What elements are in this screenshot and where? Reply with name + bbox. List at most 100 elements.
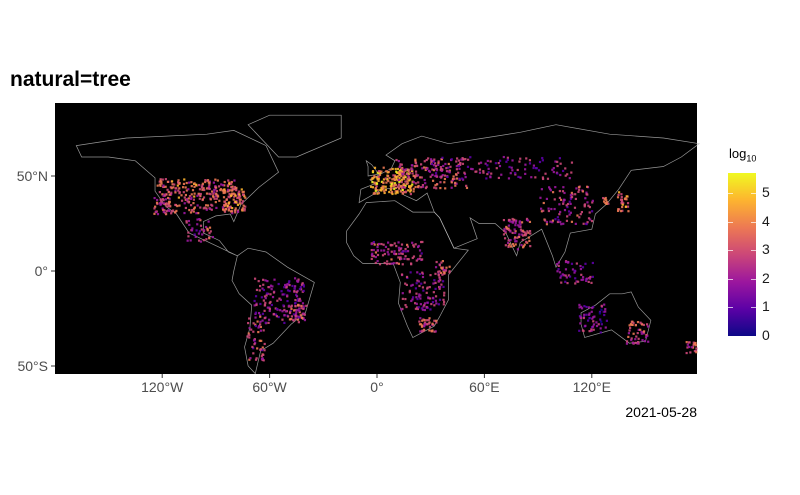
heat-cell — [412, 244, 415, 247]
heat-cell — [408, 185, 411, 188]
heat-cell — [632, 332, 635, 335]
heat-cell — [178, 191, 181, 194]
heat-cell — [438, 270, 441, 273]
heat-cell — [298, 297, 301, 301]
heat-cell — [197, 211, 200, 215]
heat-cell — [418, 257, 421, 260]
y-tick-label: 50°N — [17, 168, 48, 184]
heat-cell — [590, 219, 594, 223]
heat-cell — [591, 201, 594, 204]
heat-cell — [230, 186, 233, 189]
heat-cell — [586, 185, 589, 188]
heat-cell — [242, 193, 245, 196]
heat-cell — [226, 204, 229, 208]
heat-cell — [398, 176, 401, 180]
heat-cell — [372, 248, 375, 252]
heat-cell — [556, 263, 559, 266]
heat-cell — [541, 156, 544, 160]
heat-cell — [390, 258, 393, 261]
y-tick-label: 0° — [35, 263, 48, 279]
heat-cell — [208, 192, 211, 195]
heat-cell — [254, 323, 257, 326]
heat-cell — [199, 224, 203, 227]
heat-cell — [582, 222, 585, 225]
heat-cell — [397, 160, 400, 163]
heat-cell — [261, 357, 264, 360]
heat-cell — [580, 273, 583, 276]
heat-cell — [390, 186, 393, 189]
heat-cell — [444, 187, 447, 190]
heat-cell — [221, 208, 225, 211]
heat-cell — [231, 206, 234, 210]
heat-cell — [425, 319, 429, 322]
heat-cell — [295, 291, 298, 294]
heat-cell — [579, 264, 582, 268]
heat-cell — [401, 167, 404, 171]
heat-cell — [509, 230, 512, 233]
heat-cell — [203, 206, 206, 209]
heat-cell — [230, 192, 234, 195]
heat-cell — [203, 229, 206, 232]
heat-cell — [295, 312, 298, 315]
heat-cell — [192, 210, 195, 213]
heat-cell — [424, 321, 427, 324]
heat-cell — [605, 201, 609, 204]
heat-cell — [389, 184, 392, 188]
heat-cell — [538, 160, 542, 164]
heat-cell — [569, 202, 572, 205]
heat-cell — [244, 196, 247, 199]
heat-cell — [588, 317, 591, 320]
heat-cell — [288, 280, 291, 283]
heat-cell — [387, 179, 390, 183]
heat-cell — [296, 289, 299, 293]
heat-cell — [435, 183, 439, 186]
heat-cell — [161, 198, 164, 201]
heat-cell — [562, 200, 565, 203]
heat-cell — [263, 349, 266, 352]
heat-cell — [209, 230, 212, 233]
heat-cell — [234, 194, 237, 197]
heat-cell — [423, 319, 426, 322]
heat-cell — [471, 168, 474, 171]
heat-cell — [528, 159, 532, 162]
heat-cell — [461, 158, 464, 161]
heat-cell — [463, 171, 466, 174]
heat-cell — [441, 174, 444, 177]
heat-cell — [381, 188, 384, 191]
heat-cell — [263, 303, 267, 306]
heat-cell — [212, 195, 215, 198]
heat-cell — [507, 218, 511, 222]
heat-cell — [177, 196, 180, 199]
heat-cell — [568, 177, 571, 180]
heat-cell — [399, 185, 402, 188]
heat-cell — [414, 175, 417, 178]
axes: 120°W 60°W 0° 60°E 120°E 50°N 0° 50°S — [17, 168, 611, 395]
heat-cell — [689, 351, 692, 354]
heat-cell — [254, 316, 257, 319]
heat-cell — [207, 187, 210, 190]
heat-cell — [585, 313, 588, 316]
heat-cell — [490, 172, 493, 175]
heat-cell — [170, 212, 173, 215]
heat-cell — [469, 156, 472, 159]
heat-cell — [275, 307, 279, 311]
heat-cell — [498, 164, 502, 168]
heat-cell — [230, 182, 233, 185]
heat-cell — [542, 201, 545, 205]
heat-cell — [165, 205, 168, 208]
heat-cell — [201, 233, 204, 236]
heat-cell — [198, 183, 201, 187]
heat-cell — [255, 302, 258, 305]
heat-cell — [485, 177, 488, 180]
heat-cell — [625, 195, 628, 198]
heat-cell — [692, 341, 695, 344]
heat-cell — [297, 321, 300, 324]
coastline — [247, 114, 342, 158]
heat-cell — [396, 185, 400, 188]
heat-cell — [259, 302, 262, 306]
heat-cell — [570, 191, 573, 195]
heat-cell — [514, 224, 517, 227]
heat-cell — [620, 201, 623, 204]
heat-cell — [207, 181, 210, 184]
heat-cell — [398, 165, 401, 168]
